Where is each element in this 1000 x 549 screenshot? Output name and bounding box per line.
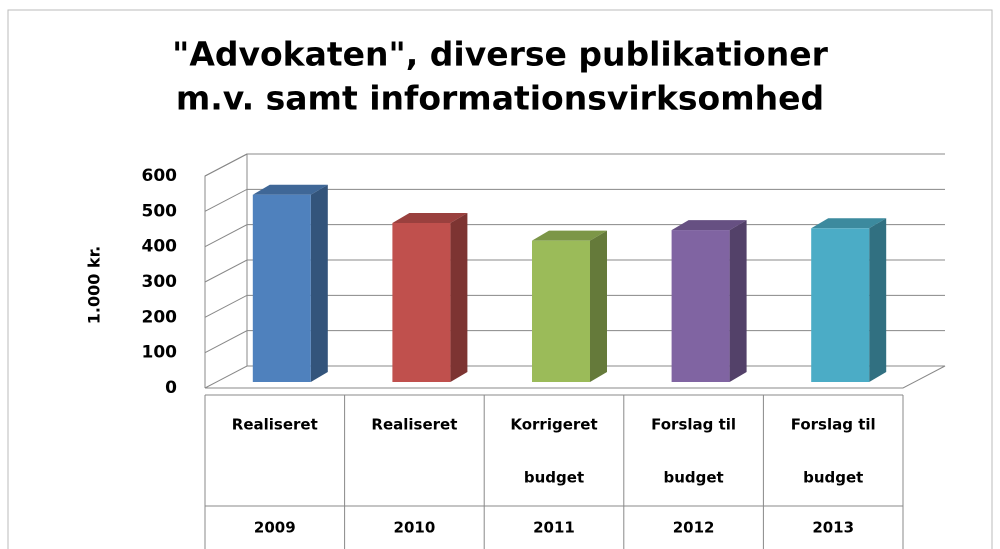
bar	[532, 240, 590, 382]
category-label: Forslag til	[651, 416, 736, 434]
x-tick-label: 2013	[812, 519, 854, 537]
x-tick-label: 2010	[394, 519, 436, 537]
y-tick-label: 300	[142, 272, 178, 292]
x-tick-label: 2011	[533, 519, 575, 537]
bar-side	[729, 220, 747, 382]
category-label: budget	[524, 469, 584, 487]
y-tick-label: 0	[165, 378, 177, 398]
x-tick-label: 2012	[673, 519, 715, 537]
y-tick-label: 200	[142, 307, 178, 327]
bar-top	[532, 230, 607, 241]
category-label: budget	[803, 469, 863, 487]
category-label: Realiseret	[371, 416, 457, 434]
category-label: budget	[663, 469, 723, 487]
bar	[671, 230, 730, 382]
category-label: Forslag til	[791, 416, 876, 434]
y-tick-label: 400	[142, 237, 178, 257]
bar-top	[671, 220, 747, 231]
bar-side	[869, 218, 887, 382]
bar-side	[590, 230, 607, 382]
y-tick-label: 600	[142, 166, 178, 186]
bar	[392, 223, 451, 382]
bar-top	[252, 184, 328, 195]
y-tick-label: 500	[142, 201, 178, 221]
y-axis-label: 1.000 kr.	[85, 246, 104, 325]
bar-side	[450, 213, 468, 382]
bar-top	[392, 213, 468, 223]
chart-title: "Advokaten", diverse publikationer	[172, 35, 828, 74]
grid-line	[204, 153, 945, 177]
category-label: Korrigeret	[510, 416, 597, 434]
bar-top	[811, 218, 887, 229]
x-tick-label: 2009	[254, 519, 296, 537]
bar	[252, 194, 311, 382]
category-label: Realiseret	[232, 416, 318, 434]
grid-line	[204, 188, 945, 212]
bar	[811, 228, 870, 382]
bar-side	[310, 184, 328, 382]
y-tick-label: 100	[142, 343, 178, 363]
chart-title: m.v. samt informationsvirksomhed	[176, 79, 824, 118]
